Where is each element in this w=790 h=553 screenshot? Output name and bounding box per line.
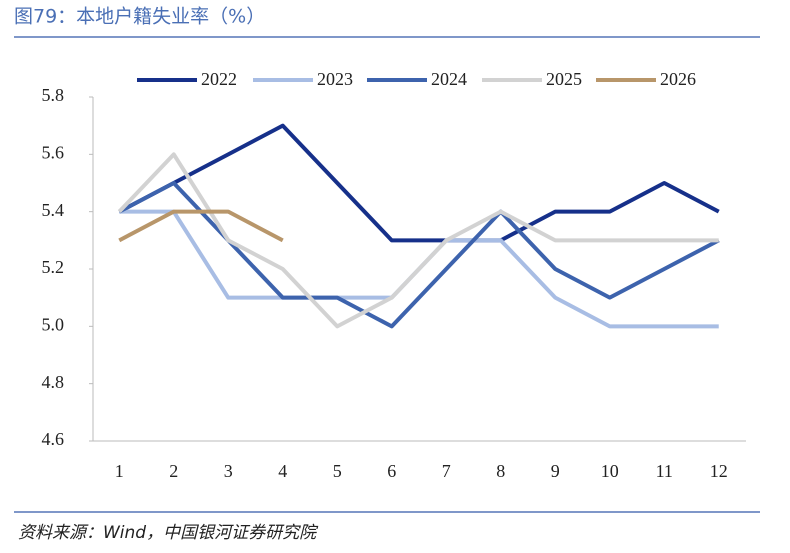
chart-title: 图79：本地户籍失业率（%） xyxy=(14,6,265,28)
x-tick-label: 2 xyxy=(169,461,178,481)
x-tick-label: 8 xyxy=(496,461,505,481)
legend-label: 2026 xyxy=(660,69,696,89)
source: 资料来源：Wind，中国银河证券研究院 xyxy=(18,523,319,543)
y-tick-label: 4.8 xyxy=(42,372,65,392)
series-line xyxy=(118,123,720,243)
x-tick-label: 12 xyxy=(710,461,728,481)
series-line xyxy=(118,181,720,329)
x-tick-label: 3 xyxy=(224,461,233,481)
legend-label: 2024 xyxy=(431,69,467,89)
series-line xyxy=(118,209,284,243)
x-tick-label: 9 xyxy=(551,461,560,481)
x-tick-label: 1 xyxy=(115,461,124,481)
y-tick-label: 5.6 xyxy=(42,142,65,162)
x-tick-label: 10 xyxy=(601,461,619,481)
y-tick-label: 5.8 xyxy=(42,85,65,105)
legend-label: 2023 xyxy=(317,69,353,89)
y-tick-label: 5.4 xyxy=(42,200,65,220)
x-tick-label: 6 xyxy=(387,461,396,481)
y-tick-label: 5.0 xyxy=(42,314,65,334)
legend-label: 2025 xyxy=(546,69,582,89)
x-tick-label: 7 xyxy=(442,461,451,481)
x-tick-label: 5 xyxy=(333,461,342,481)
y-tick-label: 4.6 xyxy=(42,429,65,449)
x-tick-label: 11 xyxy=(656,461,673,481)
series-line xyxy=(117,152,719,329)
legend-label: 2022 xyxy=(201,69,237,89)
x-tick-label: 4 xyxy=(278,461,287,481)
y-tick-label: 5.2 xyxy=(42,257,65,277)
